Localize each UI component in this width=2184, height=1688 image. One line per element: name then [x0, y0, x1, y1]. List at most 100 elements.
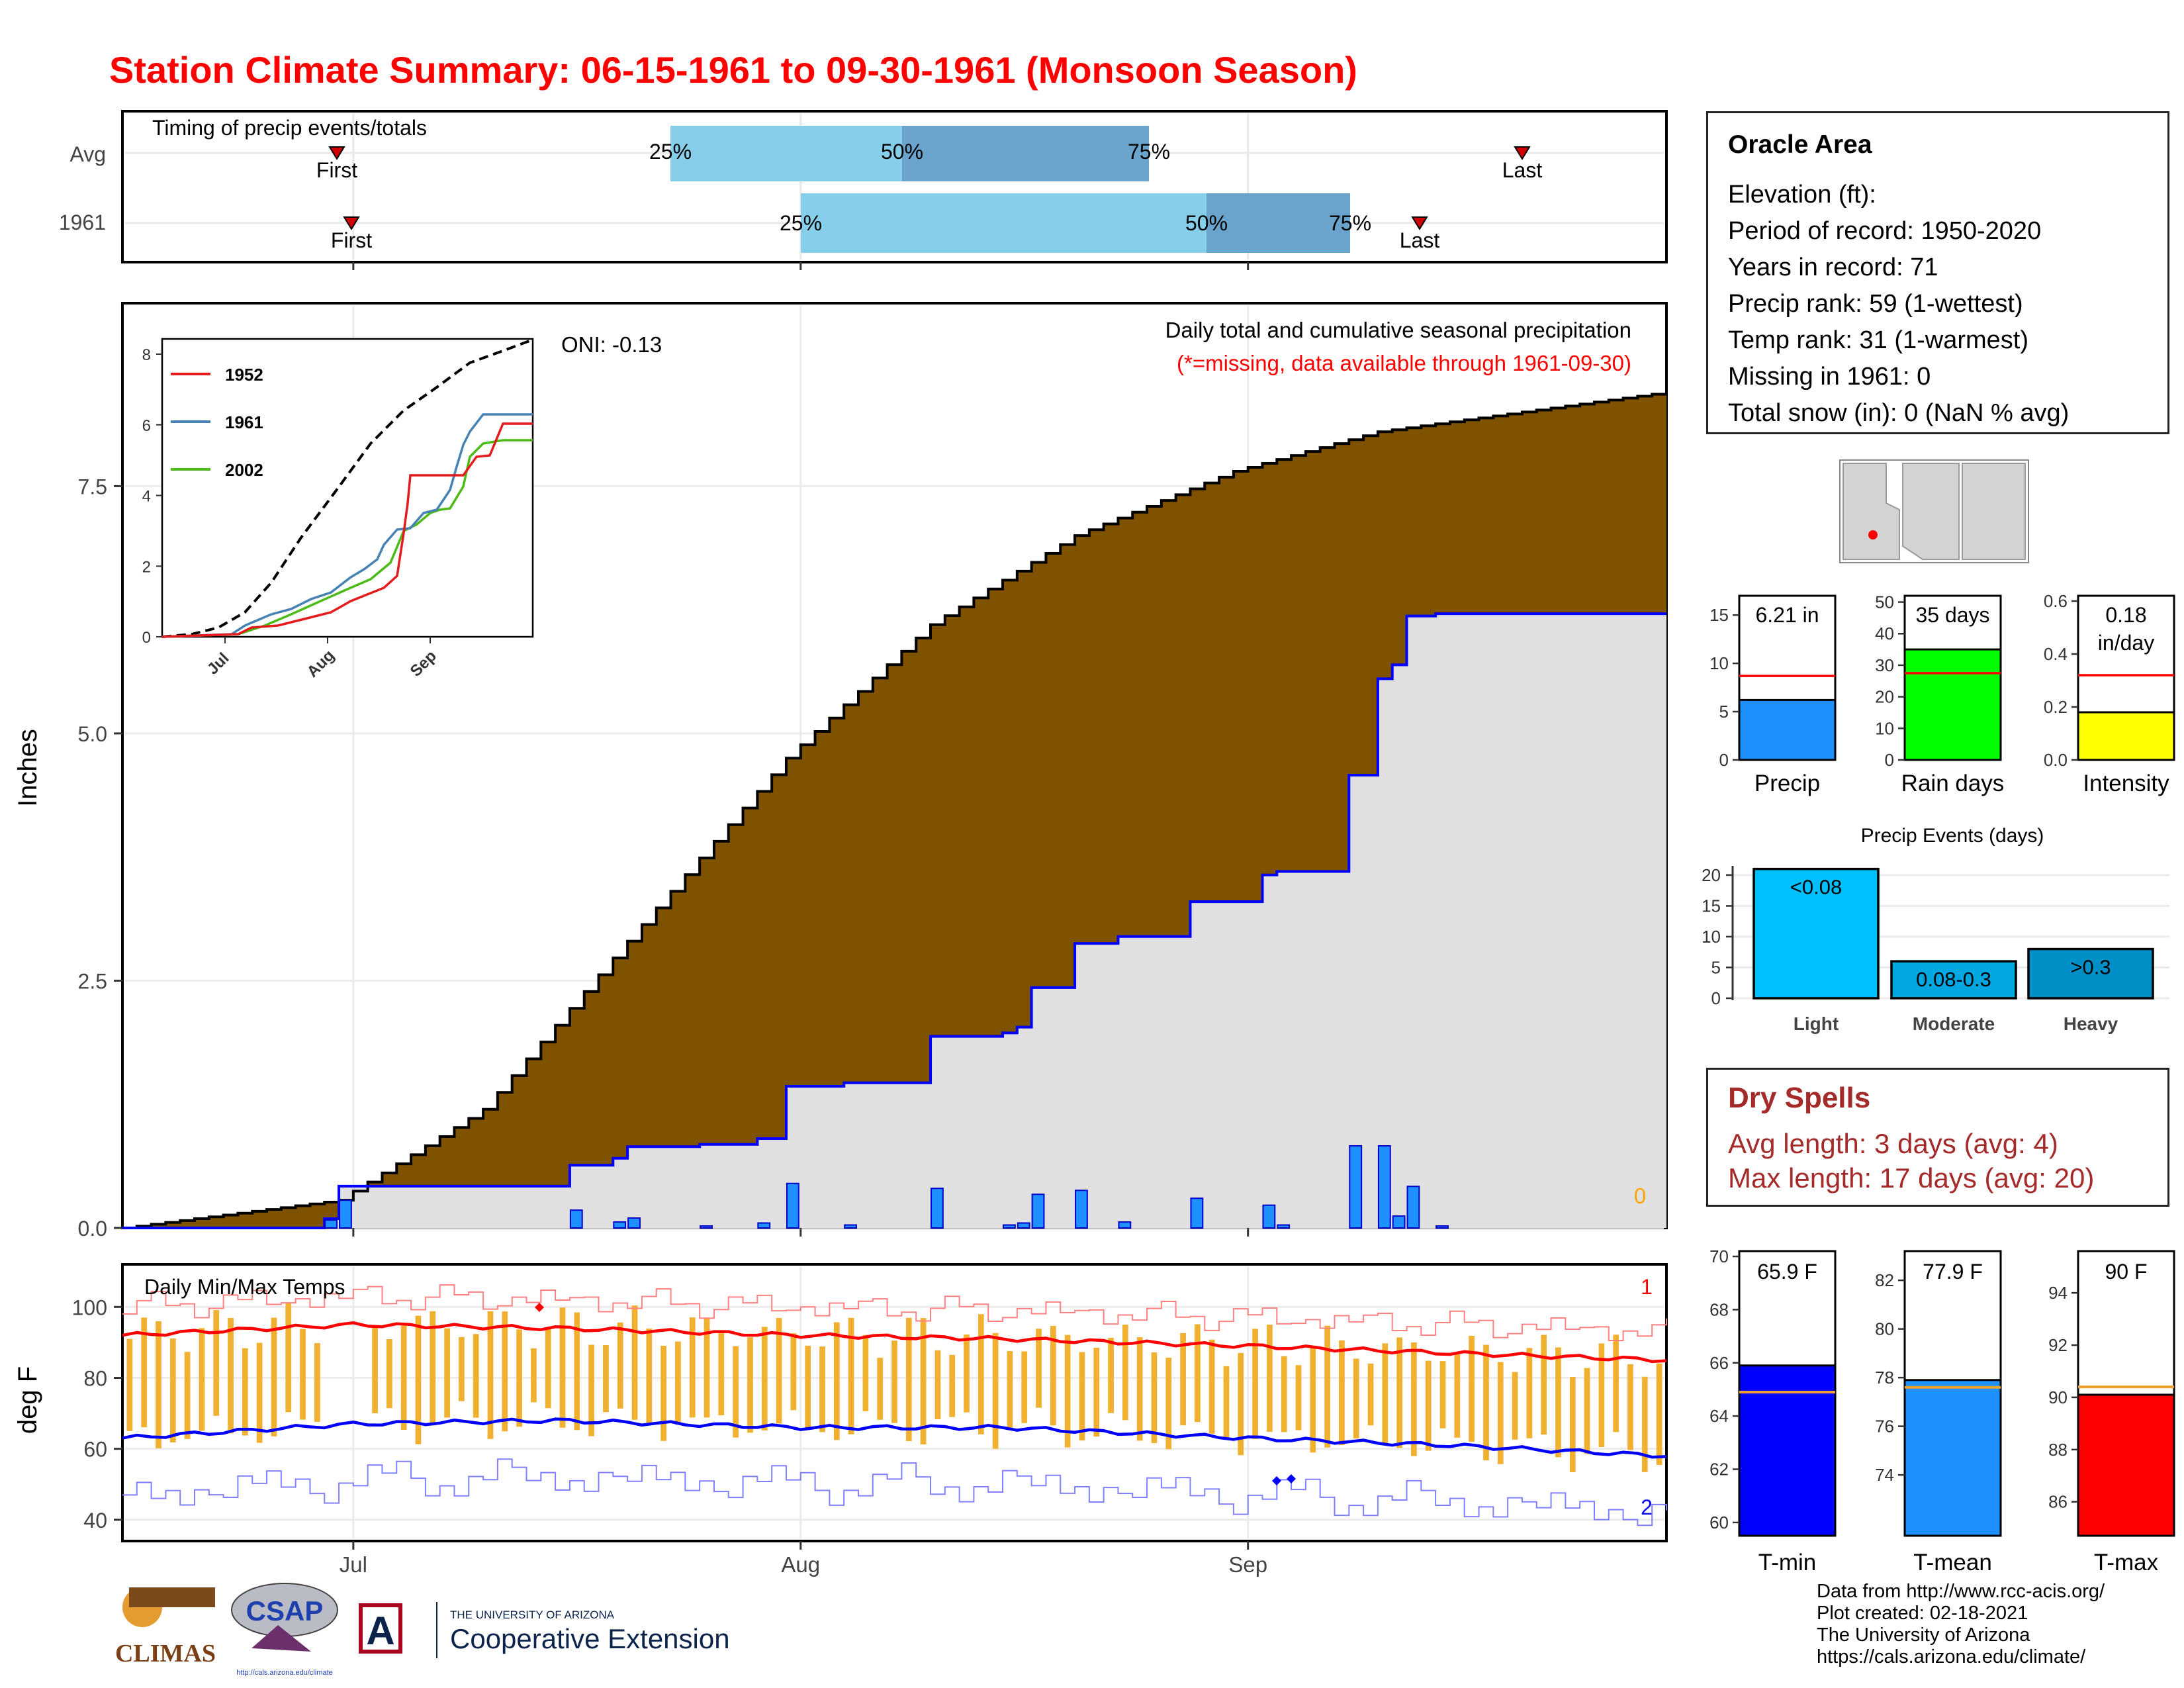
temp-summary-tick: 80 [1875, 1319, 1894, 1339]
temp-range-bar [1079, 1352, 1085, 1441]
year-cumulative-step-line [122, 612, 1666, 1229]
temp-summary-label: T-max [2094, 1550, 2159, 1575]
yr-q50: 50% [1185, 211, 1228, 235]
summary-bar-charts: 6.21 in 0 5 10 15 Precip 35 days 0 10 20 30 40 50 Rai… [1709, 591, 2175, 796]
event-category: Heavy [2064, 1013, 2118, 1034]
inset-y-tick: 4 [142, 488, 151, 506]
temp-range-bar [213, 1310, 220, 1416]
temp-summary-tick: 62 [1709, 1460, 1729, 1479]
summary-tick: 5 [1719, 702, 1729, 722]
daily-precip-bar [1003, 1224, 1016, 1229]
temp-range-bar [1367, 1363, 1374, 1426]
daily-precip-bar [1190, 1197, 1204, 1229]
y-tick-label: 0.0 [78, 1217, 107, 1241]
summary-bar [1903, 648, 2002, 761]
events-tick: 10 [1702, 927, 1721, 947]
inset-legend: 1952 1961 2002 [171, 365, 263, 480]
temp-range-bar [1180, 1333, 1186, 1426]
yr-q75: 75% [1329, 211, 1371, 235]
logo-ua: A THE UNIVERSITY OF ARIZONA Cooperative … [359, 1602, 730, 1658]
event-category: Light [1794, 1013, 1839, 1034]
event-bar [2027, 947, 2154, 1000]
temp-range-bar [1483, 1344, 1489, 1461]
location-map [1839, 459, 2029, 563]
temp-range-bar [1382, 1343, 1388, 1445]
temp-summary-value: 65.9 F [1757, 1260, 1817, 1284]
temp-range-bar [516, 1329, 522, 1427]
y-tick-label: 2.5 [78, 969, 107, 993]
summary-tick: 50 [1875, 592, 1894, 612]
inset-y-tick: 0 [142, 629, 151, 647]
temp-summary-value: 90 F [2105, 1260, 2147, 1284]
temp-range-bar [1195, 1324, 1201, 1423]
temp-range-bar [949, 1354, 956, 1417]
temp-range-bar [1353, 1358, 1359, 1438]
credit-line: Data from http://www.rcc-acis.org/ [1817, 1581, 2105, 1602]
temp-range-bar [978, 1314, 984, 1434]
temp-range-bar [790, 1333, 797, 1411]
temp-range-bar [747, 1337, 753, 1433]
climas-text: CLIMAS [115, 1640, 216, 1667]
daily-precip-bar [1118, 1221, 1132, 1229]
temp-range-bar [1598, 1343, 1605, 1448]
temp-summary-value: 77.9 F [1923, 1260, 1983, 1284]
temp-summary-tick: 70 [1709, 1246, 1729, 1266]
logo-climas: CLIMAS [115, 1587, 216, 1667]
temp-summary-label: T-min [1758, 1550, 1817, 1575]
temp-summary-tick: 90 [2048, 1387, 2068, 1407]
map-arizona [1902, 463, 1960, 560]
temp-range-bar [631, 1305, 638, 1420]
temp-range-bar [300, 1329, 306, 1420]
summary-value: in/day [2098, 631, 2154, 655]
temp-ylabel: deg F [13, 1366, 42, 1434]
event-bar [1752, 867, 1880, 1000]
missing-note: (*=missing, data available through 1961-… [1177, 351, 1631, 375]
temp-summary-bar [1903, 1379, 2002, 1537]
ua-big-text: Cooperative Extension [450, 1623, 730, 1654]
summary-value: 35 days [1915, 603, 1989, 627]
daily-precip-bar [1392, 1215, 1406, 1229]
record-low-marker [1272, 1476, 1281, 1485]
summary-label: Intensity [2083, 771, 2169, 796]
temp-range-bar [1555, 1347, 1561, 1458]
temp-range-bar [1512, 1372, 1518, 1440]
avg-first-label: First [316, 158, 357, 182]
station-name: Oracle Area [1728, 130, 1872, 159]
temp-range-bar [1497, 1362, 1504, 1464]
daily-precip-bar [1406, 1186, 1420, 1229]
temp-range-bar [459, 1336, 465, 1401]
inset-y-tick: 6 [142, 417, 151, 435]
temp-range-bar [1050, 1326, 1056, 1426]
avg-last-label: Last [1502, 158, 1543, 182]
temp-range-bar [1108, 1338, 1114, 1413]
temp-summary-tick: 82 [1875, 1270, 1894, 1290]
temp-range-bar [646, 1329, 653, 1425]
temp-range-bar [1584, 1368, 1590, 1454]
event-category: Moderate [1913, 1013, 1995, 1034]
daily-precip-bar [1031, 1194, 1045, 1229]
summary-tick: 10 [1709, 653, 1729, 673]
temp-range-bar [574, 1312, 580, 1430]
summary-tick: 0 [1719, 750, 1729, 770]
temp-range-bar [314, 1343, 320, 1422]
station-temp-rank: Temp rank: 31 (1-warmest) [1728, 326, 2029, 354]
summary-tick: 30 [1875, 655, 1894, 675]
1961-ribbon-light [801, 193, 1206, 253]
record-high-marker [535, 1303, 544, 1312]
ua-a-glyph: A [366, 1609, 394, 1653]
x-tick-label: Aug [781, 1552, 820, 1577]
temp-range-bar [1122, 1325, 1128, 1421]
temp-range-bar [387, 1338, 392, 1409]
events-tick: 20 [1702, 865, 1721, 885]
station-snow: Total snow (in): 0 (NaN % avg) [1728, 399, 2070, 427]
temp-range-bar [1613, 1335, 1619, 1432]
temp-range-bar [271, 1317, 277, 1436]
temp-range-bar [805, 1345, 811, 1429]
ua-small-text: THE UNIVERSITY OF ARIZONA [450, 1609, 615, 1621]
daily-precip-bar [1435, 1225, 1449, 1229]
temp-range-bar [169, 1338, 176, 1443]
logo-csap: CSAP http://cals.arizona.edu/climate [231, 1583, 338, 1677]
avg-q75: 75% [1128, 140, 1170, 164]
temp-range-bar [1238, 1352, 1244, 1456]
